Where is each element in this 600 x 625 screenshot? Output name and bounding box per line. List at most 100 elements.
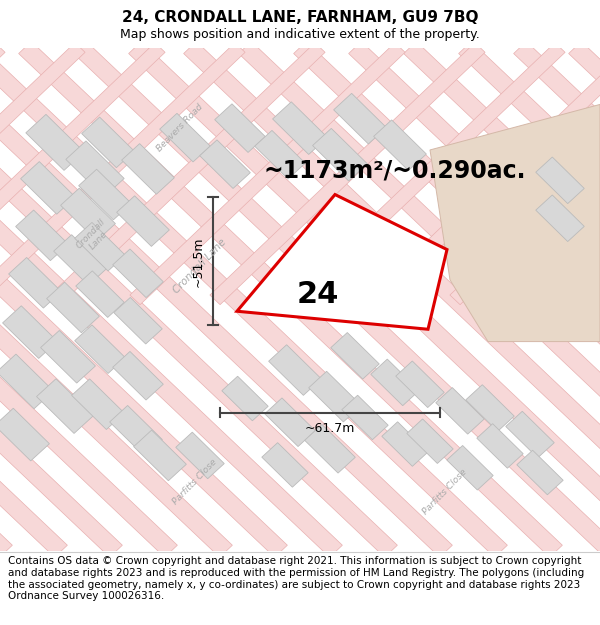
Polygon shape	[122, 144, 175, 194]
Polygon shape	[331, 332, 379, 379]
Polygon shape	[128, 41, 600, 558]
Polygon shape	[113, 351, 163, 400]
Polygon shape	[477, 424, 523, 468]
Polygon shape	[110, 406, 163, 456]
Text: Crondall
Lane: Crondall Lane	[75, 217, 115, 258]
Polygon shape	[262, 442, 308, 487]
Polygon shape	[305, 424, 355, 473]
Polygon shape	[116, 196, 169, 246]
Polygon shape	[536, 157, 584, 204]
Polygon shape	[334, 93, 386, 144]
Polygon shape	[313, 128, 367, 181]
Polygon shape	[371, 359, 419, 406]
Polygon shape	[0, 41, 287, 558]
Polygon shape	[466, 385, 514, 431]
Polygon shape	[0, 41, 178, 558]
Polygon shape	[8, 258, 61, 308]
Polygon shape	[0, 41, 343, 558]
Polygon shape	[430, 104, 600, 342]
Polygon shape	[0, 41, 452, 558]
Polygon shape	[569, 41, 600, 558]
Polygon shape	[74, 41, 600, 558]
Polygon shape	[0, 41, 508, 558]
Polygon shape	[53, 235, 106, 285]
Polygon shape	[382, 422, 428, 466]
Polygon shape	[396, 361, 444, 408]
Polygon shape	[290, 42, 565, 304]
Polygon shape	[41, 331, 95, 383]
Polygon shape	[215, 104, 265, 152]
Polygon shape	[113, 249, 163, 298]
Polygon shape	[19, 41, 562, 558]
Polygon shape	[514, 41, 600, 558]
Polygon shape	[308, 371, 361, 422]
Polygon shape	[114, 298, 162, 344]
Text: 24: 24	[297, 279, 339, 309]
Polygon shape	[506, 411, 554, 458]
Text: Beavers Road: Beavers Road	[155, 102, 205, 154]
Polygon shape	[210, 42, 485, 304]
Polygon shape	[0, 408, 49, 461]
Polygon shape	[0, 41, 232, 558]
Polygon shape	[200, 140, 250, 189]
Polygon shape	[82, 117, 134, 168]
Polygon shape	[374, 120, 427, 171]
Text: Crondall Lane: Crondall Lane	[172, 236, 229, 295]
Polygon shape	[0, 354, 53, 409]
Text: 24, CRONDALL LANE, FARNHAM, GU9 7BQ: 24, CRONDALL LANE, FARNHAM, GU9 7BQ	[122, 9, 478, 24]
Polygon shape	[349, 41, 600, 558]
Polygon shape	[130, 42, 405, 304]
Polygon shape	[50, 42, 325, 304]
Text: Map shows position and indicative extent of the property.: Map shows position and indicative extent…	[120, 28, 480, 41]
Polygon shape	[134, 430, 187, 481]
Polygon shape	[61, 188, 115, 241]
Polygon shape	[71, 379, 124, 429]
Polygon shape	[222, 376, 268, 421]
Polygon shape	[404, 41, 600, 558]
Polygon shape	[16, 210, 68, 261]
Polygon shape	[517, 450, 563, 495]
Polygon shape	[0, 41, 397, 558]
Polygon shape	[293, 41, 600, 558]
Text: Parfitts Close: Parfitts Close	[421, 467, 469, 516]
Text: ~61.7m: ~61.7m	[305, 422, 355, 435]
Text: Contains OS data © Crown copyright and database right 2021. This information is : Contains OS data © Crown copyright and d…	[8, 556, 584, 601]
Polygon shape	[79, 169, 131, 220]
Polygon shape	[436, 388, 484, 434]
Polygon shape	[0, 42, 245, 304]
Polygon shape	[2, 306, 58, 358]
Polygon shape	[0, 42, 165, 304]
Polygon shape	[237, 194, 447, 329]
Polygon shape	[26, 114, 84, 171]
Polygon shape	[0, 42, 85, 304]
Polygon shape	[0, 41, 67, 558]
Polygon shape	[74, 222, 125, 271]
Polygon shape	[47, 282, 100, 332]
Polygon shape	[370, 42, 600, 304]
Polygon shape	[74, 325, 125, 374]
Polygon shape	[450, 42, 600, 304]
Polygon shape	[37, 379, 94, 433]
Polygon shape	[254, 131, 305, 179]
Polygon shape	[447, 446, 493, 490]
Polygon shape	[272, 102, 328, 154]
Polygon shape	[0, 41, 122, 558]
Polygon shape	[239, 41, 600, 558]
Polygon shape	[160, 113, 211, 162]
Polygon shape	[265, 398, 316, 446]
Polygon shape	[269, 345, 322, 396]
Polygon shape	[176, 432, 224, 479]
Polygon shape	[407, 419, 453, 464]
Polygon shape	[184, 41, 600, 558]
Polygon shape	[458, 41, 600, 558]
Polygon shape	[536, 195, 584, 241]
Polygon shape	[0, 41, 13, 558]
Text: ~51.5m: ~51.5m	[192, 236, 205, 287]
Polygon shape	[76, 271, 124, 318]
Polygon shape	[66, 141, 124, 197]
Polygon shape	[20, 162, 76, 214]
Polygon shape	[530, 42, 600, 304]
Polygon shape	[0, 42, 5, 304]
Text: ~1173m²/~0.290ac.: ~1173m²/~0.290ac.	[264, 159, 526, 183]
Text: Parfitts Close: Parfitts Close	[171, 458, 219, 506]
